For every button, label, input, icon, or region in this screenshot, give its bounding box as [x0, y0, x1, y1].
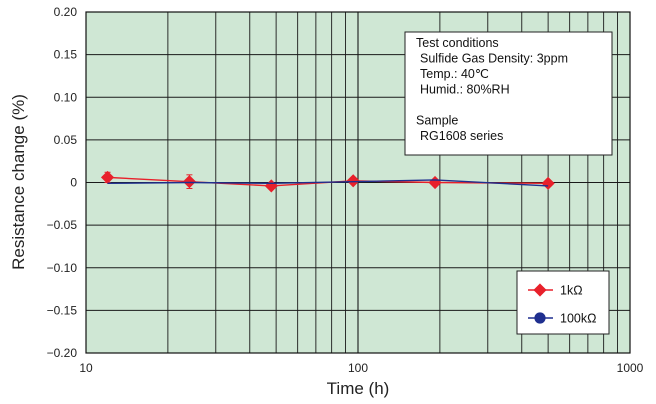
legend: 1kΩ 100kΩ: [516, 270, 610, 335]
legend-marker: [534, 312, 546, 324]
y-tick-label: 0: [70, 176, 77, 190]
legend-marker: [533, 283, 547, 297]
y-tick-label: 0.05: [54, 133, 78, 147]
annotation-line: Humid.: 80%RH: [420, 83, 510, 97]
plot-frame: [85, 11, 631, 354]
legend-item: 100kΩ: [528, 312, 596, 326]
x-tick-label: 10: [79, 361, 93, 375]
x-tick-labels: 10 100 1000: [79, 361, 643, 375]
y-tick-label: −0.20: [47, 346, 78, 360]
x-tick-label: 100: [348, 361, 368, 375]
y-tick-label: 0.10: [54, 90, 78, 104]
annotation-box: [404, 31, 613, 156]
y-tick-label: 0.15: [54, 48, 78, 62]
data-point: [182, 175, 196, 189]
y-tick-label: −0.05: [47, 218, 78, 232]
y-axis-title: Resistance change (%): [9, 94, 28, 270]
y-tick-labels: 0.20 0.15 0.10 0.05 0 −0.05 −0.10 −0.15 −0.20: [47, 5, 78, 360]
series-line: [107, 179, 549, 187]
legend-box: [516, 270, 610, 335]
series-group: [100, 170, 555, 193]
legend-label: 1kΩ: [560, 284, 583, 298]
y-tick-label: −0.10: [47, 261, 78, 275]
x-axis-title: Time (h): [327, 379, 390, 398]
annotation-line: Temp.: 40℃: [420, 67, 489, 81]
data-point: [100, 170, 115, 184]
y-tick-label: −0.15: [47, 303, 78, 317]
series-line: [107, 176, 549, 187]
annotation-line: Test conditions: [416, 36, 499, 50]
annotation-line: RG1608 series: [420, 129, 503, 143]
data-point: [346, 174, 360, 188]
legend-label: 100kΩ: [560, 312, 596, 326]
x-tick-label: 1000: [617, 361, 644, 375]
legend-item: 1kΩ: [528, 283, 583, 298]
y-tick-label: 0.20: [54, 5, 78, 19]
annotation-line: Sample: [416, 114, 458, 128]
annotation-line: Sulfide Gas Density: 3ppm: [420, 52, 568, 66]
series-2: [107, 179, 549, 187]
test-conditions-box: Test conditions Sulfide Gas Density: 3ppm…: [404, 31, 613, 156]
